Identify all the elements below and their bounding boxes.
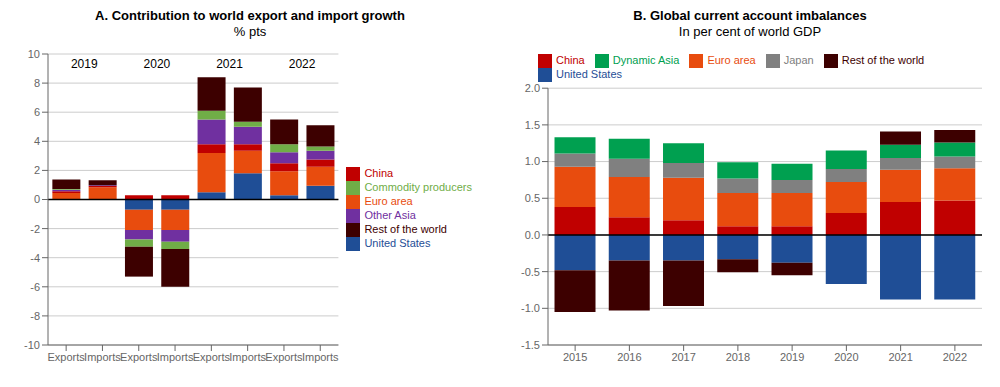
svg-text:Exports: Exports <box>48 351 86 363</box>
svg-text:Exports: Exports <box>193 351 231 363</box>
html-text:China: China <box>556 54 585 66</box>
html-text:B. Global current account imba: B. Global current account imbalances <box>633 8 867 23</box>
html-text:% pts: % pts <box>233 24 267 39</box>
svg-text:Imports: Imports <box>84 351 121 363</box>
svg-text:2.0: 2.0 <box>525 82 540 94</box>
html-text:Commodity producers: Commodity producers <box>364 180 472 193</box>
html-text:Euro area: Euro area <box>364 194 413 207</box>
svg-text:-1.5: -1.5 <box>521 339 540 351</box>
svg-text:2020: 2020 <box>144 57 171 71</box>
svg-text:-6: -6 <box>30 281 40 293</box>
svg-text:2020: 2020 <box>834 351 858 363</box>
svg-text:2015: 2015 <box>563 351 587 363</box>
html-text:Japan: Japan <box>783 54 814 66</box>
svg-text:0.0: 0.0 <box>525 229 540 241</box>
svg-text:0.5: 0.5 <box>525 192 540 204</box>
svg-text:-8: -8 <box>30 310 40 322</box>
svg-text:Imports: Imports <box>229 351 266 363</box>
svg-text:2022: 2022 <box>289 57 316 71</box>
html-text:Euro area: Euro area <box>707 54 756 66</box>
svg-text:2017: 2017 <box>671 351 695 363</box>
html-text:United States: United States <box>364 237 431 250</box>
html-text:Other Asia: Other Asia <box>364 209 416 221</box>
svg-text:Exports: Exports <box>120 351 158 363</box>
svg-text:-10: -10 <box>24 339 40 351</box>
html-text:A. Contribution to world expor: A. Contribution to world export and impo… <box>95 8 405 23</box>
svg-text:2018: 2018 <box>726 351 750 363</box>
html-text:Rest of the world: Rest of the world <box>841 54 925 66</box>
svg-text:6: 6 <box>34 106 40 118</box>
svg-text:-1.0: -1.0 <box>521 302 540 314</box>
svg-text:8: 8 <box>34 77 40 89</box>
svg-text:2022: 2022 <box>943 351 967 363</box>
svg-text:10: 10 <box>28 48 40 60</box>
svg-text:-2: -2 <box>30 223 40 235</box>
svg-text:Imports: Imports <box>302 351 339 363</box>
svg-text:2019: 2019 <box>780 351 804 363</box>
svg-text:2: 2 <box>34 164 40 176</box>
svg-text:Imports: Imports <box>157 351 194 363</box>
svg-text:-0.5: -0.5 <box>521 266 540 278</box>
svg-text:4: 4 <box>34 135 40 147</box>
html-text:China: China <box>364 166 394 179</box>
svg-text:2016: 2016 <box>617 351 641 363</box>
svg-text:0: 0 <box>34 193 40 205</box>
svg-text:1.0: 1.0 <box>525 155 540 167</box>
svg-text:2021: 2021 <box>216 57 243 71</box>
html-text:United States: United States <box>556 68 622 81</box>
html-text:In per cent of world GDP: In per cent of world GDP <box>678 24 822 39</box>
svg-text:2021: 2021 <box>888 351 912 363</box>
svg-text:Exports: Exports <box>265 351 303 363</box>
html-text:Rest of the world: Rest of the world <box>364 223 447 236</box>
svg-text:1.5: 1.5 <box>525 119 540 131</box>
svg-text:2019: 2019 <box>71 57 98 71</box>
html-text:Dynamic Asia: Dynamic Asia <box>612 54 680 66</box>
svg-text:-4: -4 <box>30 252 40 264</box>
